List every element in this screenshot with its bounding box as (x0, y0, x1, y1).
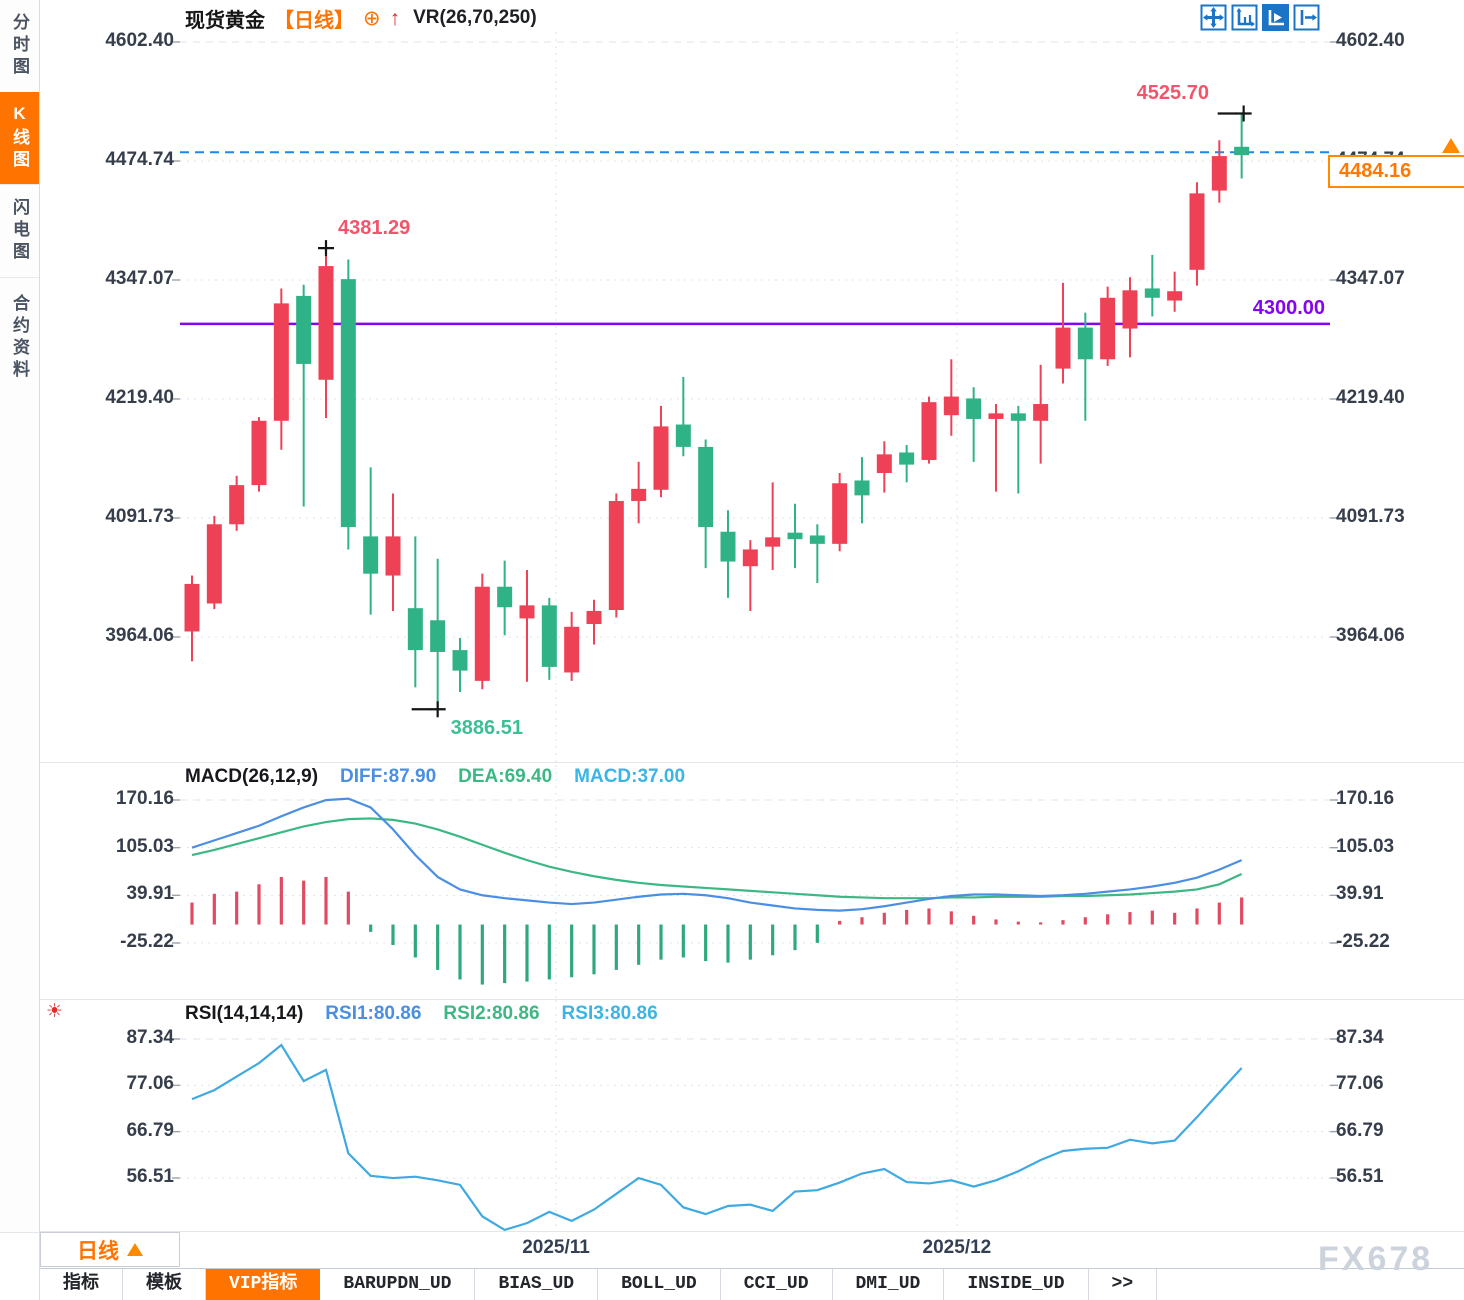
axis-range-icon[interactable] (1231, 4, 1258, 31)
axis-label: 3964.06 (1336, 625, 1405, 646)
rsi3-value-label: RSI3:80.86 (561, 1003, 658, 1024)
price-up-arrow-icon (1442, 138, 1460, 154)
axis-label: 87.34 (126, 1027, 174, 1048)
low-price-annotation: 3886.51 (450, 717, 523, 740)
sidebar: 分时图 K线图 闪电图 合约资料 (0, 0, 40, 1300)
axis-label: 77.06 (126, 1073, 174, 1095)
rsi1-value-label: RSI1:80.86 (325, 1003, 422, 1024)
vr-indicator-label: VR(26,70,250) (413, 7, 537, 28)
last-price-badge: 4484.16 (1328, 155, 1464, 189)
high-price-annotation: 4381.29 (337, 217, 411, 240)
tab-0[interactable]: 指标 (40, 1269, 123, 1300)
axis-label: -25.22 (120, 931, 174, 952)
sidebar-item-3[interactable]: 合约资料 (0, 277, 39, 398)
axis-label: 170.16 (115, 788, 174, 809)
rsi-panel-sun-icon[interactable]: ☀ (46, 1001, 64, 1022)
axis-label: 4347.07 (105, 267, 174, 289)
axis-label: 4347.07 (1336, 267, 1405, 289)
sidebar-item-0[interactable]: 分时图 (10, 13, 29, 79)
candlestick-chart[interactable] (40, 32, 1464, 762)
axis-label: 4219.40 (105, 386, 174, 408)
tab-5[interactable]: BOLL_UD (598, 1269, 721, 1300)
axis-label: 87.34 (1336, 1027, 1384, 1048)
indicator-tabs: 指标 模板 VIP指标 BARUPDN_UD BIAS_UD BOLL_UD CCI_UD D… (40, 1268, 1464, 1300)
rsi-header: RSI(14,14,14) RSI1:80.86 RSI2:80.86 RSI3… (185, 1003, 658, 1025)
tab-6[interactable]: CCI_UD (721, 1269, 833, 1300)
chart-toolbar (1200, 4, 1320, 31)
tab-7[interactable]: DMI_UD (833, 1269, 945, 1300)
sidebar-item-1[interactable]: K线图 (0, 92, 39, 184)
chart-header: 现货黄金 【日线】 ⊕ ↑ VR(26,70,250) (185, 3, 537, 33)
axis-label: 4602.40 (105, 30, 174, 51)
axis-label: 170.16 (1336, 788, 1395, 809)
axis-label: 105.03 (1336, 835, 1395, 857)
period-label[interactable]: 【日线】 (274, 9, 354, 32)
add-indicator-icon[interactable]: ⊕ (363, 6, 381, 30)
pan-crosshair-icon[interactable] (1200, 4, 1227, 31)
up-arrow-icon: ↑ (389, 6, 401, 30)
rsi-params-label[interactable]: RSI(14,14,14) (185, 1003, 304, 1024)
tab-9[interactable]: >> (1089, 1269, 1158, 1300)
axis-label: 4219.40 (1336, 386, 1405, 408)
dea-value-label: DEA:69.40 (458, 766, 553, 787)
axis-play-icon[interactable] (1262, 4, 1289, 31)
bottom-left-corner (0, 1232, 40, 1300)
tab-3[interactable]: BARUPDN_UD (320, 1269, 476, 1300)
triangle-up-icon (127, 1243, 143, 1256)
month-label-nov: 2025/11 (522, 1237, 590, 1258)
axis-label: 66.79 (1336, 1119, 1384, 1141)
axis-label: -25.22 (1336, 931, 1390, 952)
panel-divider (40, 762, 1464, 763)
macd-params-label[interactable]: MACD(26,12,9) (185, 766, 319, 787)
hline-price-label: 4300.00 (1252, 296, 1325, 319)
time-axis: 2025/11 2025/12 日线 (40, 1232, 1464, 1268)
axis-label: 56.51 (1336, 1166, 1384, 1187)
rsi-chart[interactable] (40, 1000, 1464, 1231)
watermark: FX678 (1318, 1240, 1434, 1278)
period-dropdown-button[interactable]: 日线 (40, 1232, 180, 1267)
tab-1[interactable]: 模板 (123, 1269, 206, 1300)
symbol-title: 现货黄金 (185, 9, 265, 32)
axis-label: 4602.40 (1336, 30, 1405, 51)
rsi2-value-label: RSI2:80.86 (443, 1003, 540, 1024)
macd-header: MACD(26,12,9) DIFF:87.90 DEA:69.40 MACD:… (185, 766, 685, 788)
sidebar-item-2[interactable]: 闪电图 (0, 184, 39, 277)
axis-label: 56.51 (126, 1166, 174, 1187)
tab-8[interactable]: INSIDE_UD (944, 1269, 1089, 1300)
panel-divider (40, 1231, 1464, 1232)
axis-label: 39.91 (1336, 883, 1384, 905)
tab-2[interactable]: VIP指标 (206, 1269, 321, 1300)
export-panel-icon[interactable] (1293, 4, 1320, 31)
tab-4[interactable]: BIAS_UD (475, 1269, 599, 1300)
axis-label: 4091.73 (105, 505, 174, 527)
macd-value-label: MACD:37.00 (574, 766, 686, 787)
axis-label: 77.06 (1336, 1073, 1384, 1095)
axis-label: 4091.73 (1336, 505, 1405, 527)
axis-label: 4474.74 (105, 148, 174, 170)
swing-high-annotation: 4525.70 (1136, 82, 1209, 105)
axis-label: 105.03 (115, 835, 174, 857)
period-dropdown-label: 日线 (77, 1239, 119, 1263)
panel-divider (40, 999, 1464, 1000)
axis-label: 39.91 (126, 883, 174, 905)
diff-value-label: DIFF:87.90 (340, 766, 437, 787)
axis-label: 3964.06 (105, 625, 174, 646)
macd-chart[interactable] (40, 765, 1464, 1000)
month-label-dec: 2025/12 (922, 1237, 992, 1258)
axis-label: 66.79 (126, 1119, 174, 1141)
